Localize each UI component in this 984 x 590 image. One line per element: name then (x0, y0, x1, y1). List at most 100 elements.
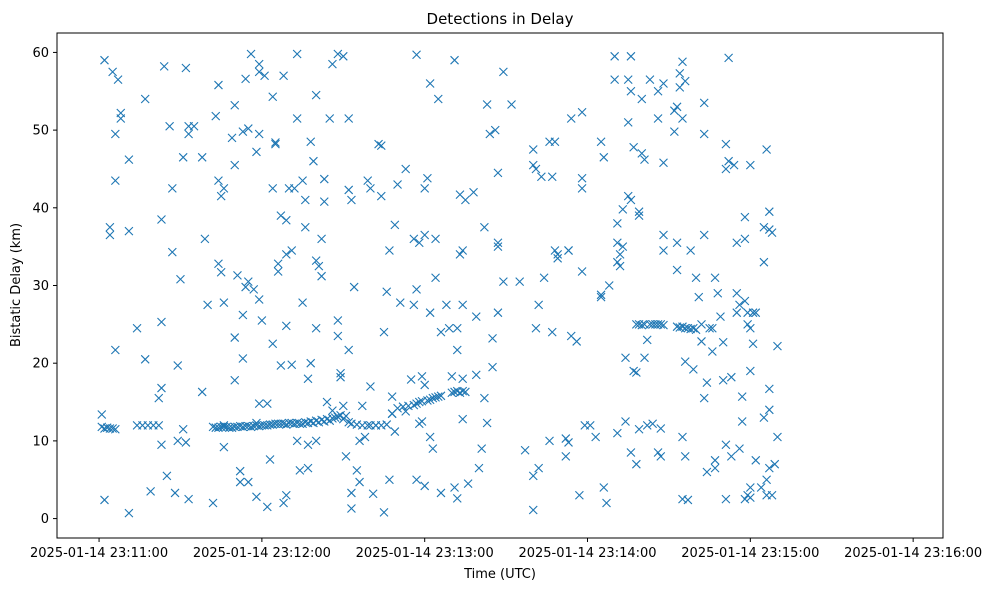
data-point-marker (425, 79, 435, 88)
data-point-marker (433, 94, 443, 104)
data-point-marker (347, 195, 356, 205)
data-point-marker (417, 417, 427, 426)
data-point-marker (290, 183, 299, 193)
data-point-marker (678, 322, 687, 332)
data-point-marker (675, 82, 685, 92)
data-point-marker (764, 405, 774, 415)
data-point-marker (656, 452, 666, 461)
data-point-marker (515, 277, 525, 287)
data-point-marker (499, 277, 508, 287)
data-point-marker (737, 392, 747, 401)
data-point-marker (409, 234, 419, 244)
data-point-marker (574, 490, 584, 500)
data-point-marker (585, 420, 595, 430)
data-point-marker (770, 459, 780, 469)
data-point-marker (423, 173, 432, 183)
data-point-marker (691, 273, 701, 283)
data-point-marker (688, 365, 698, 374)
data-point-marker (732, 288, 742, 298)
data-point-marker (436, 488, 446, 498)
data-point-marker (531, 323, 541, 333)
data-point-marker (764, 207, 774, 217)
data-point-marker (493, 242, 503, 252)
data-point-marker (298, 176, 307, 186)
data-point-marker (262, 502, 272, 512)
data-point-marker (621, 353, 630, 363)
data-point-marker (338, 51, 348, 61)
data-point-marker (447, 388, 457, 398)
data-point-marker (634, 424, 644, 434)
data-point-marker (623, 191, 633, 201)
data-point-marker (243, 277, 253, 287)
data-point-marker (610, 51, 620, 61)
data-point-marker (281, 215, 291, 225)
data-point-marker (243, 477, 253, 487)
data-point-marker (154, 393, 164, 403)
data-point-marker (672, 238, 682, 248)
data-point-marker (265, 455, 275, 464)
data-point-marker (721, 494, 731, 504)
chart-title: Detections in Delay (427, 10, 574, 28)
data-point-marker (756, 483, 766, 492)
data-point-marker (726, 452, 736, 461)
data-point-marker (417, 372, 427, 381)
data-point-marker (634, 207, 644, 217)
data-point-marker (539, 273, 549, 283)
data-point-marker (311, 90, 321, 100)
data-point-marker (406, 375, 416, 384)
data-point-marker (433, 392, 443, 401)
data-point-marker (534, 463, 544, 473)
data-point-marker (368, 489, 378, 499)
data-point-marker (748, 339, 758, 349)
data-point-marker (252, 492, 261, 502)
data-point-marker (420, 183, 430, 193)
data-point-marker (740, 212, 750, 222)
data-point-marker (480, 393, 489, 403)
data-point-marker (640, 353, 649, 363)
data-point-marker (132, 323, 142, 333)
data-point-marker (105, 222, 115, 232)
data-point-marker (602, 498, 611, 508)
data-point-marker (452, 345, 462, 355)
data-point-marker (105, 230, 115, 240)
data-point-marker (428, 444, 438, 454)
data-point-marker (561, 452, 571, 461)
data-point-marker (528, 471, 538, 481)
data-point-marker (303, 440, 313, 450)
data-point-marker (764, 384, 774, 394)
data-point-marker (140, 94, 150, 104)
data-point-marker (645, 75, 655, 85)
data-point-marker (252, 147, 261, 157)
data-point-marker (702, 378, 712, 388)
data-point-marker (322, 397, 332, 407)
data-point-marker (246, 49, 256, 59)
data-point-marker (116, 108, 126, 118)
data-point-marker (390, 427, 400, 436)
data-point-marker (458, 300, 468, 310)
data-point-marker (314, 261, 324, 271)
data-point-marker (572, 337, 582, 346)
data-point-marker (214, 176, 223, 186)
data-point-marker (390, 220, 400, 230)
data-point-marker (197, 387, 207, 397)
data-point-marker (471, 370, 481, 380)
data-point-marker (764, 463, 774, 473)
data-point-marker (721, 139, 731, 149)
y-tick-label: 20 (32, 357, 49, 372)
data-point-marker (233, 271, 242, 280)
data-point-marker (623, 117, 633, 127)
data-point-marker (366, 183, 375, 193)
x-tick-label: 2025-01-14 23:14:00 (518, 546, 656, 561)
data-point-marker (724, 53, 734, 63)
data-point-marker (669, 106, 679, 116)
data-point-marker (235, 466, 245, 476)
data-point-marker (401, 406, 411, 416)
data-point-marker (683, 495, 693, 505)
data-point-marker (230, 100, 240, 110)
data-point-marker (659, 246, 668, 255)
data-point-marker (612, 218, 622, 228)
data-point-marker (480, 222, 489, 232)
data-point-marker (254, 59, 264, 69)
data-point-marker (710, 273, 720, 283)
data-point-marker (159, 62, 169, 71)
